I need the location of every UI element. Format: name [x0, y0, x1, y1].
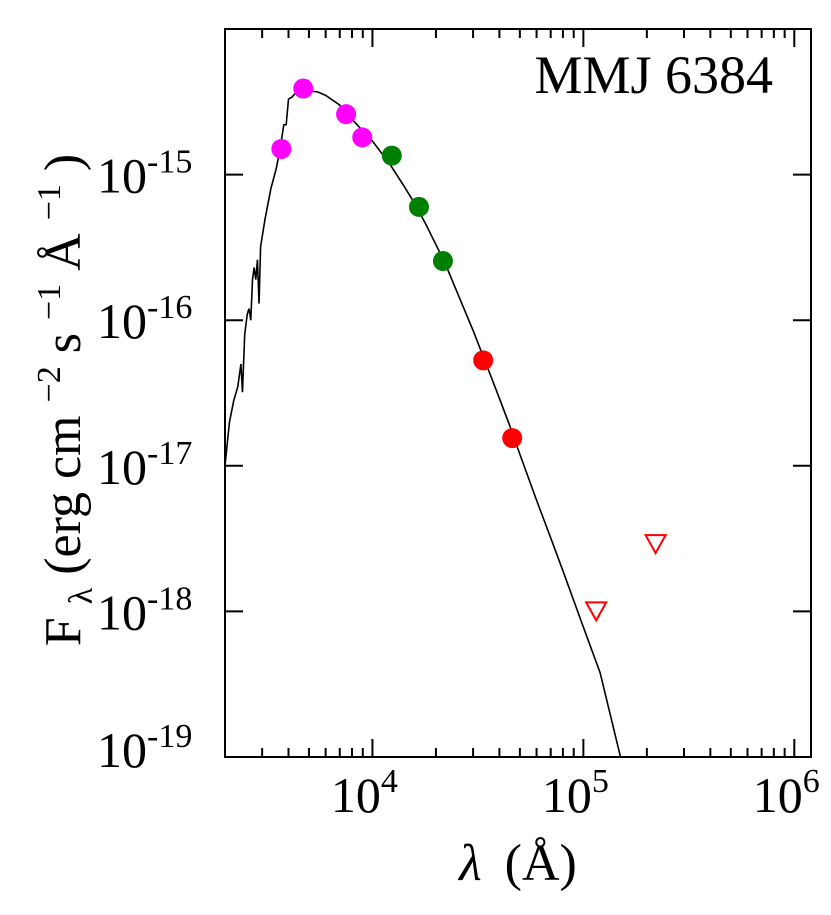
y-axis-label: F λ (erg cm −2 s −1 Å −1 ): [15, 154, 104, 646]
plot-frame: [224, 28, 812, 758]
x-tick-base: 10: [542, 767, 592, 823]
y-tick-label: 10-15: [97, 144, 192, 204]
y-tick-exponent: -15: [147, 144, 192, 181]
y-axis-sup2: −1: [31, 284, 68, 320]
y-tick-exponent: -19: [147, 718, 192, 755]
x-tick-base: 10: [753, 767, 803, 823]
y-tick-base: 10: [97, 148, 147, 204]
x-tick-label: 106: [753, 763, 820, 823]
y-axis-sup1: −2: [31, 366, 68, 402]
data-point: [408, 196, 429, 217]
x-tick-labels: 104 105 106: [331, 763, 820, 823]
y-tick-exponent: -16: [147, 289, 192, 326]
y-axis-rest: (erg cm: [35, 415, 92, 574]
data-point: [502, 428, 523, 449]
y-tick-exponent: -17: [147, 435, 192, 472]
x-axis-label: λ (Å): [457, 835, 577, 892]
x-tick-label: 105: [542, 763, 609, 823]
model-curve: [225, 87, 622, 757]
data-point: [293, 78, 314, 99]
y-tick-base: 10: [97, 584, 147, 640]
data-point: [352, 127, 373, 148]
upper-limit-marker: [584, 601, 608, 623]
axis-ticks: [224, 29, 811, 758]
data-point: [473, 350, 494, 371]
data-point: [271, 138, 292, 159]
upper-limit-marker: [643, 534, 668, 556]
y-tick-exponent: -18: [147, 580, 192, 617]
y-axis-prefix: F: [35, 617, 92, 646]
y-axis-sup3: −1: [31, 184, 68, 220]
data-points: [271, 78, 668, 623]
x-tick-exponent: 5: [592, 763, 609, 800]
y-tick-label: 10-17: [97, 435, 192, 495]
y-axis-mid2: Å: [35, 233, 92, 271]
data-point: [336, 104, 357, 125]
data-point: [432, 251, 453, 272]
x-axis-symbol: λ: [457, 835, 482, 892]
x-tick-label: 104: [331, 763, 398, 823]
y-tick-label: 10-19: [97, 718, 192, 778]
x-axis-unit: (Å): [505, 835, 577, 892]
y-tick-label: 10-18: [97, 580, 192, 640]
y-tick-base: 10: [97, 293, 147, 349]
data-point: [381, 145, 402, 166]
y-axis-subscript: λ: [63, 587, 100, 604]
y-axis-end: ): [35, 154, 92, 171]
y-tick-base: 10: [97, 439, 147, 495]
y-tick-label: 10-16: [97, 289, 192, 349]
y-tick-base: 10: [97, 722, 147, 778]
chart-title: MMJ 6384: [534, 45, 773, 105]
x-tick-exponent: 4: [381, 763, 398, 800]
y-axis-mid1: s: [35, 333, 92, 353]
x-tick-base: 10: [331, 767, 381, 823]
x-tick-exponent: 6: [803, 763, 820, 800]
